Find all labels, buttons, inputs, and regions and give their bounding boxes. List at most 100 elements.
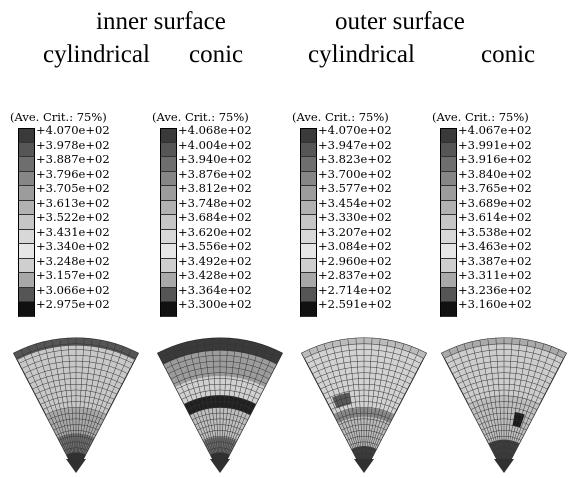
mesh-radial — [355, 338, 364, 466]
legend-value: +4.068e+02 — [178, 123, 252, 137]
legend-swatch — [160, 258, 177, 273]
legend-swatch — [440, 258, 457, 273]
legend-swatch — [18, 244, 35, 259]
legend-value: +3.084e+02 — [318, 239, 392, 253]
legend-value: +3.978e+02 — [36, 137, 110, 152]
legend-swatch — [160, 128, 177, 143]
mesh-radial — [448, 349, 501, 466]
mesh-radial — [164, 349, 217, 466]
legend-swatch — [18, 142, 35, 157]
mesh-radial — [13, 353, 73, 467]
legend-swatch — [300, 157, 317, 172]
legend-swatch — [18, 157, 35, 172]
legend-swatch — [440, 229, 457, 244]
mesh-radial — [505, 340, 529, 466]
legend-value: +2.837e+02 — [318, 268, 392, 282]
mesh-radial — [59, 338, 76, 466]
legend-value: +3.947e+02 — [318, 137, 392, 152]
mesh-radial — [77, 340, 101, 466]
legend-value: +3.431e+02 — [36, 224, 110, 239]
legend-title: (Ave. Crit.: 75%) — [152, 110, 249, 124]
legend-swatch — [300, 186, 317, 201]
legend-swatches — [18, 128, 35, 317]
contour-band — [441, 338, 567, 359]
mesh-radial — [51, 340, 75, 466]
legend-value: +3.765e+02 — [458, 181, 532, 195]
legend-outer-conic: (Ave. Crit.: 75%) +4.067e+02 +3.991e+02 +3… — [432, 110, 575, 320]
legend-swatch — [18, 215, 35, 230]
fan-tip — [354, 459, 374, 473]
legend-value: +3.364e+02 — [178, 282, 252, 297]
mesh-radial — [323, 343, 362, 466]
mesh-radial — [222, 346, 268, 466]
outer-cylindrical-label: cylindrical — [308, 41, 415, 68]
legend-value: +3.492e+02 — [178, 253, 252, 268]
mesh-radial — [195, 340, 219, 466]
mesh-radial — [222, 343, 261, 466]
legend-values: +4.067e+02 +3.991e+02 +3.916e+02 +3.840e+02… — [458, 123, 532, 312]
inner-conic-contour — [148, 328, 293, 478]
legend-swatch — [300, 215, 317, 230]
legend-value: +3.887e+02 — [36, 152, 110, 166]
inner-cylindrical-contour — [4, 328, 149, 478]
legend-swatch — [300, 128, 317, 143]
mesh-radial — [35, 343, 74, 466]
legend-swatch — [160, 157, 177, 172]
legend-swatch — [440, 128, 457, 143]
legend-swatch — [18, 287, 35, 302]
legend-swatches — [440, 128, 457, 317]
mesh-radial — [367, 349, 420, 466]
legend-value: +3.700e+02 — [318, 166, 392, 181]
mesh-radial — [506, 343, 545, 466]
legend-swatch — [300, 229, 317, 244]
mesh-radial — [367, 353, 427, 467]
mesh-radial — [67, 338, 76, 466]
legend-outer-cylindrical: (Ave. Crit.: 75%) +4.070e+02 +3.947e+02 +3… — [292, 110, 435, 320]
mesh-radial — [221, 340, 245, 466]
outer-cylindrical-contour — [292, 328, 437, 478]
legend-value: +3.577e+02 — [318, 181, 392, 195]
legend-value: +3.463e+02 — [458, 239, 532, 253]
legend-value: +3.613e+02 — [36, 195, 110, 210]
mesh-radial — [316, 346, 362, 466]
mesh-radial — [506, 346, 552, 466]
legend-value: +3.748e+02 — [178, 195, 252, 210]
mesh-radial — [366, 343, 405, 466]
mesh-radial — [301, 353, 361, 467]
legend-value: +2.591e+02 — [318, 297, 392, 311]
mesh-radial — [179, 343, 218, 466]
legend-value: +3.160e+02 — [458, 297, 532, 311]
legend-value: +3.916e+02 — [458, 152, 532, 166]
legend-swatch — [160, 171, 177, 186]
inner-conic-label: conic — [189, 41, 244, 68]
mesh-radial — [79, 353, 139, 467]
legend-values: +4.068e+02 +4.004e+02 +3.940e+02 +3.876e+02… — [178, 123, 252, 312]
legend-swatch — [440, 142, 457, 157]
legend-swatch — [440, 215, 457, 230]
mesh-radial — [77, 341, 109, 466]
legend-swatch — [440, 287, 457, 302]
legend-value: +3.428e+02 — [178, 268, 252, 282]
legend-value: +3.876e+02 — [178, 166, 252, 181]
mesh-radial — [223, 349, 276, 466]
legend-swatch — [160, 302, 177, 317]
legend-value: +3.991e+02 — [458, 137, 532, 152]
mesh-radial — [78, 343, 117, 466]
legend-value: +2.975e+02 — [36, 297, 110, 311]
legend-value: +3.387e+02 — [458, 253, 532, 268]
mesh-radial — [79, 349, 132, 466]
legend-swatch — [300, 273, 317, 288]
legend-value: +3.454e+02 — [318, 195, 392, 210]
fan-tip — [494, 459, 514, 473]
legend-value: +3.796e+02 — [36, 166, 110, 181]
mesh-radial — [504, 338, 521, 466]
inner-cylindrical-label: cylindrical — [43, 41, 150, 68]
mesh-radial — [456, 346, 502, 466]
legend-title: (Ave. Crit.: 75%) — [292, 110, 389, 124]
inner-surface-title: inner surface — [96, 8, 226, 35]
legend-values: +4.070e+02 +3.947e+02 +3.823e+02 +3.700e+02… — [318, 123, 392, 312]
legend-swatch — [18, 273, 35, 288]
mesh-radial — [28, 346, 74, 466]
mesh-radial — [221, 341, 253, 466]
mesh-radial — [487, 338, 504, 466]
